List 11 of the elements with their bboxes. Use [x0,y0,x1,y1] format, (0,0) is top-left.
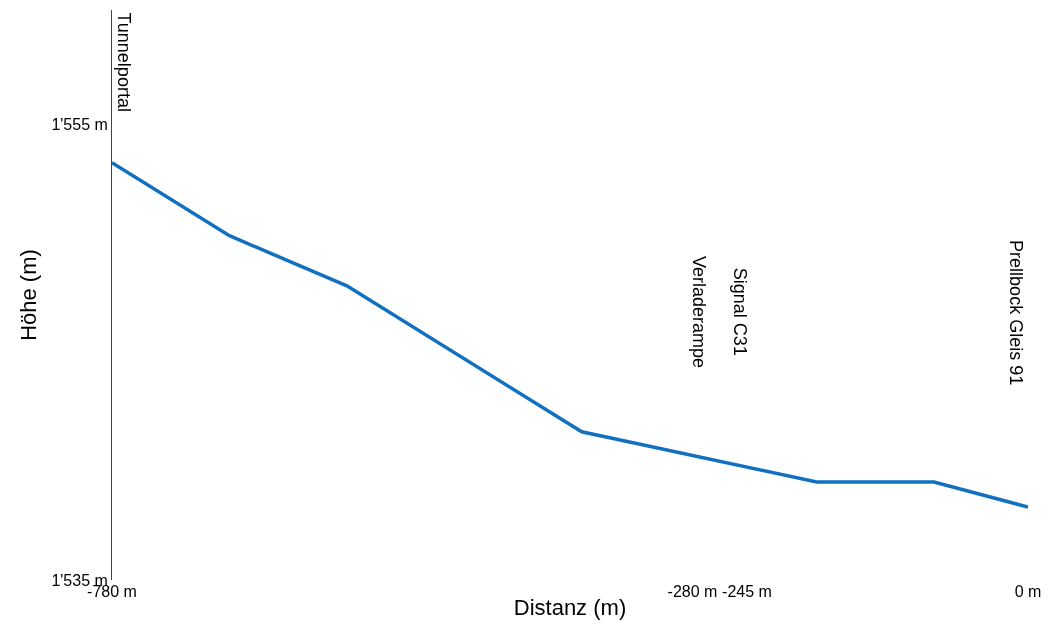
x-axis-title: Distanz (m) [513,594,627,620]
y-axis-title: Höhe (m) [16,249,42,341]
x-tick-label: -280 m [667,583,718,600]
annotation: Tunnelportal [113,12,134,112]
x-tick-label: 0 m [1014,583,1042,600]
x-tick-label: -245 m [722,583,772,600]
annotation: Prellbock Gleis 91 [1006,240,1027,386]
annotation: Signal C31 [730,267,751,356]
annotation: Verladerampe [689,255,710,368]
y-tick-label: 1'555 m [51,115,108,133]
line-series [112,161,1028,509]
